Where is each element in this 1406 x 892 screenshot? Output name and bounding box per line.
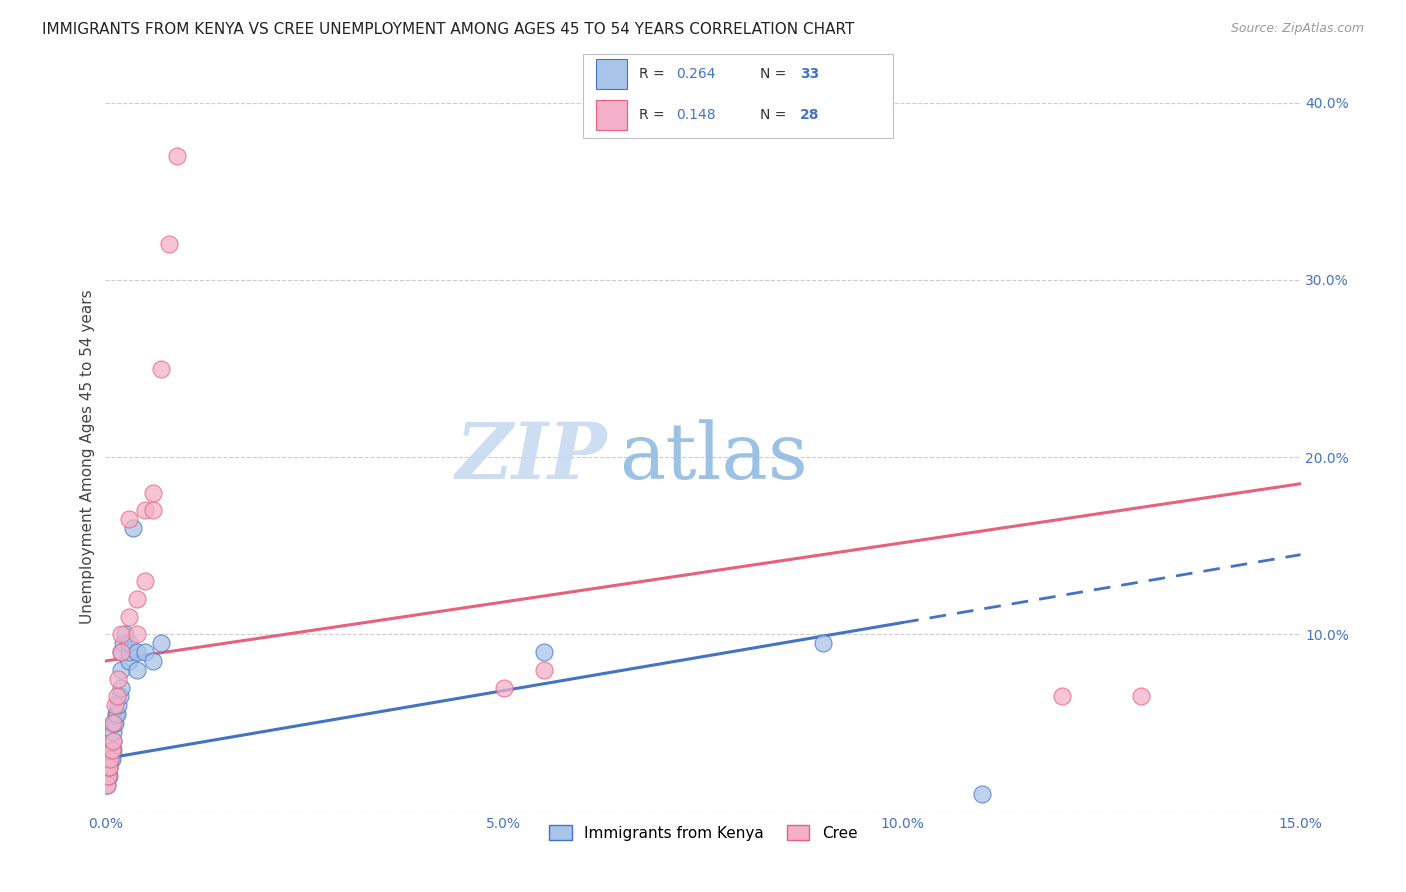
Point [811, 636, 834, 650]
Point [97, 769, 120, 783]
Text: 0.148: 0.148 [676, 108, 716, 121]
Point [127, 663, 149, 677]
Point [970, 787, 993, 801]
Point [98, 751, 121, 765]
Point [110, 645, 132, 659]
Text: 33: 33 [800, 67, 820, 81]
Point [97, 769, 120, 783]
Point [100, 751, 122, 765]
Point [118, 654, 141, 668]
Point [127, 592, 149, 607]
Point [104, 707, 127, 722]
Point [142, 654, 165, 668]
Point [96, 778, 118, 792]
Text: IMMIGRANTS FROM KENYA VS CREE UNEMPLOYMENT AMONG AGES 45 TO 54 YEARS CORRELATION: IMMIGRANTS FROM KENYA VS CREE UNEMPLOYME… [42, 22, 855, 37]
Text: R =: R = [640, 108, 669, 121]
Point [97, 769, 120, 783]
Point [118, 512, 141, 526]
Point [104, 698, 127, 713]
Text: atlas: atlas [619, 419, 808, 495]
Point [107, 698, 129, 713]
Point [101, 742, 124, 756]
Point [127, 645, 149, 659]
Point [103, 725, 125, 739]
Point [134, 574, 156, 589]
Point [110, 627, 132, 641]
Point [97, 760, 120, 774]
Point [101, 742, 124, 756]
Point [98, 760, 121, 774]
Text: N =: N = [759, 67, 790, 81]
FancyBboxPatch shape [596, 60, 627, 89]
Point [142, 485, 165, 500]
FancyBboxPatch shape [596, 100, 627, 130]
Point [127, 627, 149, 641]
Point [150, 636, 173, 650]
Point [111, 636, 134, 650]
Point [134, 645, 156, 659]
Point [114, 627, 136, 641]
Point [107, 707, 129, 722]
Point [1050, 690, 1073, 704]
Text: 28: 28 [800, 108, 820, 121]
Point [1130, 690, 1153, 704]
Point [118, 636, 141, 650]
Point [150, 361, 173, 376]
Text: N =: N = [759, 108, 790, 121]
Point [134, 503, 156, 517]
Point [103, 716, 125, 731]
Point [101, 751, 124, 765]
Text: ZIP: ZIP [456, 419, 607, 495]
Point [105, 690, 128, 704]
Point [118, 609, 141, 624]
Point [98, 760, 121, 774]
Text: R =: R = [640, 67, 669, 81]
Point [103, 716, 125, 731]
Point [533, 645, 555, 659]
Text: Source: ZipAtlas.com: Source: ZipAtlas.com [1230, 22, 1364, 36]
Point [533, 663, 555, 677]
Point [110, 663, 132, 677]
FancyBboxPatch shape [583, 54, 893, 138]
Legend: Immigrants from Kenya, Cree: Immigrants from Kenya, Cree [543, 819, 863, 847]
Point [122, 521, 145, 535]
Point [107, 672, 129, 686]
Point [98, 751, 121, 765]
Point [103, 733, 125, 747]
Point [104, 716, 127, 731]
Point [118, 645, 141, 659]
Point [166, 149, 188, 163]
Point [110, 681, 132, 695]
Y-axis label: Unemployment Among Ages 45 to 54 years: Unemployment Among Ages 45 to 54 years [80, 290, 96, 624]
Point [108, 690, 131, 704]
Point [96, 778, 118, 792]
Point [492, 681, 515, 695]
Point [142, 503, 165, 517]
Point [110, 645, 132, 659]
Text: 0.264: 0.264 [676, 67, 716, 81]
Point [103, 733, 125, 747]
Point [157, 237, 180, 252]
